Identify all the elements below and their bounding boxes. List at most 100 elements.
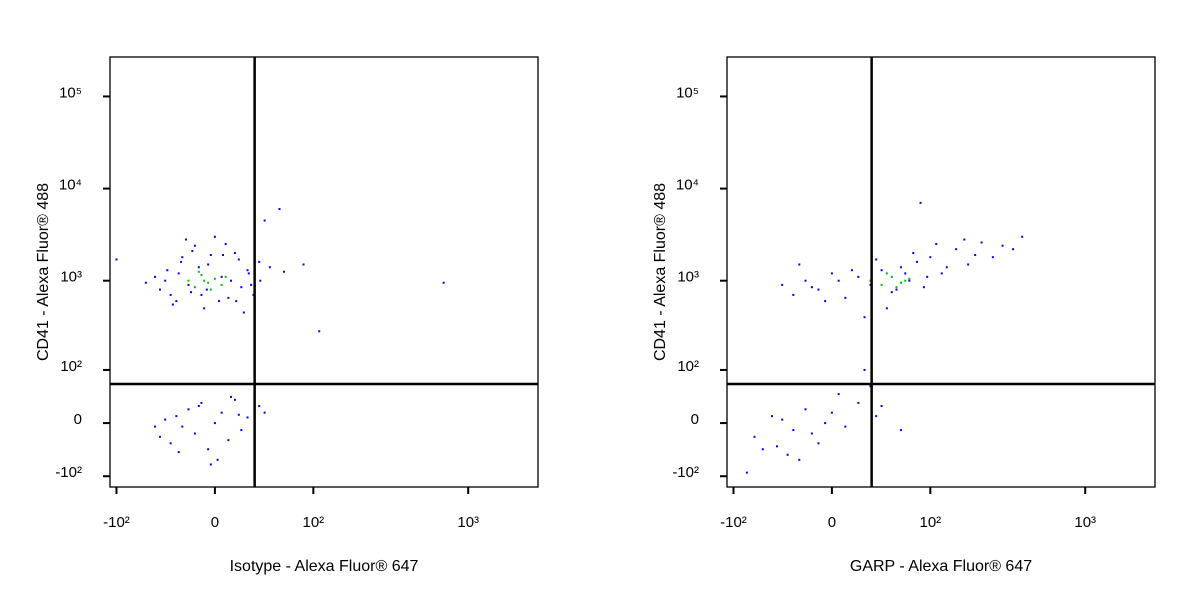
event-dot <box>904 279 907 282</box>
event-dot <box>955 248 958 251</box>
event-dot <box>209 254 212 257</box>
event-dot <box>207 448 210 451</box>
event-dot <box>193 432 196 435</box>
y-tick-label: 10⁵ <box>676 84 699 101</box>
event-dot <box>908 279 911 282</box>
event-dot <box>233 398 236 401</box>
event-dot <box>197 266 200 269</box>
event-dot <box>899 266 902 269</box>
event-dot <box>230 395 233 398</box>
event-dot <box>753 435 756 438</box>
event-dot <box>220 275 223 278</box>
event-dot <box>240 286 243 289</box>
event-dot <box>885 272 888 275</box>
event-dot <box>230 279 233 282</box>
event-dot <box>912 251 915 254</box>
event-dot <box>169 442 172 445</box>
event-dot <box>895 286 898 289</box>
event-dot <box>216 458 219 461</box>
event-dot <box>844 296 847 299</box>
event-dot <box>875 415 878 418</box>
event-dot <box>817 288 820 291</box>
event-dot <box>940 272 943 275</box>
event-dot <box>213 422 216 425</box>
event-dot <box>922 286 925 289</box>
event-dot <box>171 303 174 306</box>
event-dot <box>207 281 210 284</box>
event-dot <box>164 279 167 282</box>
event-dot <box>857 401 860 404</box>
y-tick-label: 10⁵ <box>59 84 82 101</box>
event-dot <box>850 269 853 272</box>
event-dot <box>1021 235 1024 238</box>
event-dot <box>224 243 227 246</box>
event-dot <box>235 300 238 303</box>
event-dot <box>761 448 764 451</box>
event-dot <box>237 413 240 416</box>
event-dot <box>899 281 902 284</box>
event-dot <box>980 241 983 244</box>
event-dot <box>213 277 216 280</box>
y-axis-label: CD41 - Alexa Fluor® 488 <box>652 183 669 361</box>
event-dot <box>967 263 970 266</box>
event-dot <box>880 283 883 286</box>
y-tick-label: 0 <box>74 411 82 428</box>
event-dot <box>991 256 994 259</box>
event-dot <box>857 275 860 278</box>
y-tick-label: 10³ <box>60 269 82 286</box>
event-dot <box>899 429 902 432</box>
event-dot <box>817 442 820 445</box>
event-dot <box>963 238 966 241</box>
event-dot <box>282 270 285 273</box>
event-dot <box>246 416 249 419</box>
event-dot <box>175 415 178 418</box>
x-tick-label: -10² <box>103 514 130 531</box>
event-dot <box>259 279 262 282</box>
event-dot <box>169 293 172 296</box>
y-tick-label: 10² <box>677 358 699 375</box>
event-dot <box>258 260 261 263</box>
event-dot <box>200 274 203 277</box>
y-axis-label: CD41 - Alexa Fluor® 488 <box>35 183 52 361</box>
event-dot <box>442 281 445 284</box>
event-dot <box>935 243 938 246</box>
event-dot <box>197 405 200 408</box>
event-dot <box>792 429 795 432</box>
event-dot <box>205 288 208 291</box>
event-dot <box>209 463 212 466</box>
event-dot <box>250 283 253 286</box>
event-dot <box>880 405 883 408</box>
event-dot <box>278 208 281 211</box>
event-dot <box>798 263 801 266</box>
event-dot <box>158 288 161 291</box>
event-dot <box>919 201 922 204</box>
event-dot <box>246 269 249 272</box>
event-dot <box>227 296 230 299</box>
event-dot <box>798 458 801 461</box>
event-dot <box>154 425 157 428</box>
event-dot <box>200 293 203 296</box>
event-dot <box>209 288 212 291</box>
event-dot <box>890 291 893 294</box>
x-axis-label: GARP - Alexa Fluor® 647 <box>850 558 1032 575</box>
event-dot <box>224 275 227 278</box>
event-dot <box>830 272 833 275</box>
event-dot <box>318 330 321 333</box>
event-dot <box>144 281 147 284</box>
event-dot <box>804 279 807 282</box>
x-tick-label: 10³ <box>1074 514 1096 531</box>
event-dot <box>837 279 840 282</box>
y-tick-label: 10⁴ <box>676 177 699 194</box>
plot-frame <box>109 56 539 488</box>
event-dot <box>863 316 866 319</box>
event-dot <box>181 425 184 428</box>
event-dot <box>187 283 190 286</box>
y-tick-label: 10² <box>60 358 82 375</box>
event-dot <box>242 311 245 314</box>
event-dot <box>180 260 183 263</box>
event-dot <box>885 307 888 310</box>
event-dot <box>945 266 948 269</box>
y-tick-label: 10³ <box>677 269 699 286</box>
event-dot <box>191 250 194 253</box>
